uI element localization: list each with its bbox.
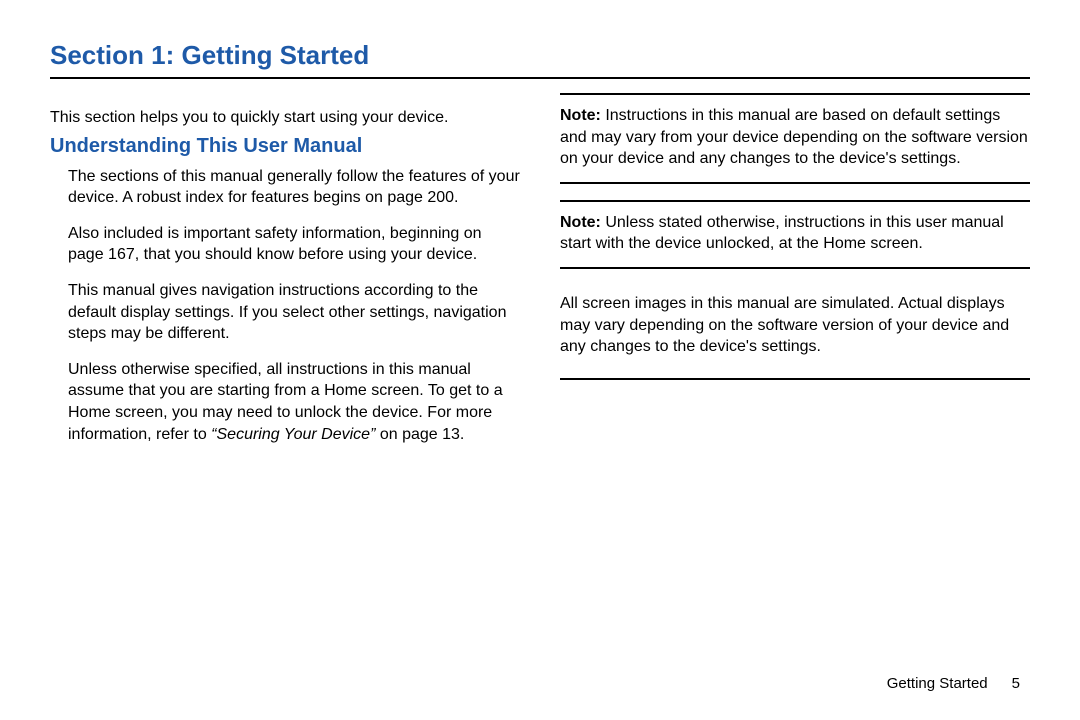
title-rule bbox=[50, 77, 1030, 79]
left-column: This section helps you to quickly start … bbox=[50, 93, 520, 459]
body-paragraph: The sections of this manual generally fo… bbox=[50, 166, 520, 209]
bottom-rule bbox=[560, 378, 1030, 380]
note-text: Instructions in this manual are based on… bbox=[560, 107, 1028, 167]
page-footer: Getting Started 5 bbox=[887, 675, 1020, 692]
manual-page: Section 1: Getting Started This section … bbox=[0, 0, 1080, 720]
two-column-layout: This section helps you to quickly start … bbox=[50, 93, 1030, 459]
ref-post-text: on page 13. bbox=[375, 426, 464, 443]
plain-block: All screen images in this manual are sim… bbox=[560, 285, 1030, 370]
note-label: Note: bbox=[560, 214, 605, 231]
body-paragraph: Also included is important safety inform… bbox=[50, 223, 520, 266]
body-paragraph-with-ref: Unless otherwise specified, all instruct… bbox=[50, 359, 520, 445]
note-label: Note: bbox=[560, 107, 605, 124]
section-title: Section 1: Getting Started bbox=[50, 40, 1030, 71]
ref-italic-text: “Securing Your Device” bbox=[211, 426, 375, 443]
footer-page-number: 5 bbox=[1012, 675, 1020, 692]
note-block: Note: Unless stated otherwise, instructi… bbox=[560, 200, 1030, 269]
right-column: Note: Instructions in this manual are ba… bbox=[560, 93, 1030, 459]
footer-section-label: Getting Started bbox=[887, 675, 988, 692]
note-block: Note: Instructions in this manual are ba… bbox=[560, 93, 1030, 184]
subheading: Understanding This User Manual bbox=[50, 135, 520, 158]
intro-paragraph: This section helps you to quickly start … bbox=[50, 107, 520, 129]
note-text: Unless stated otherwise, instructions in… bbox=[560, 214, 1004, 253]
body-paragraph: This manual gives navigation instruction… bbox=[50, 280, 520, 345]
plain-text: All screen images in this manual are sim… bbox=[560, 295, 1009, 355]
